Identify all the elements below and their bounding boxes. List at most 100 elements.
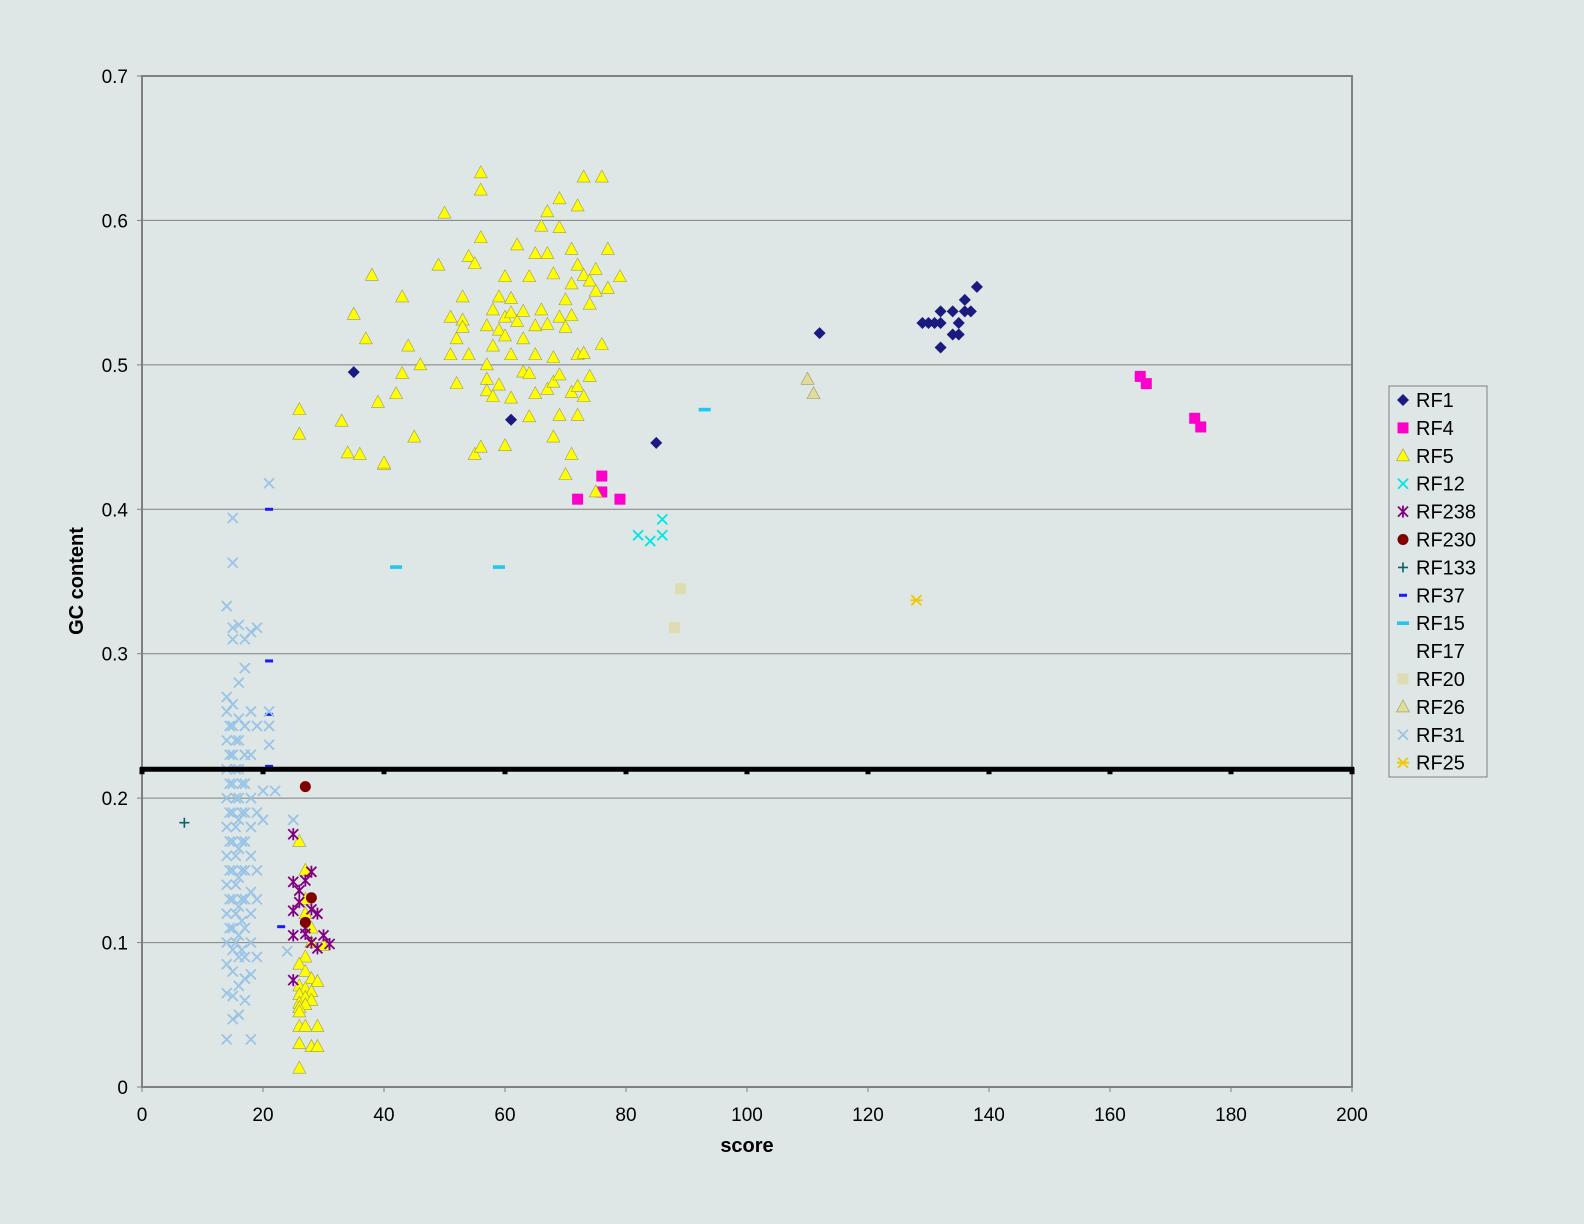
data-point: [952, 328, 965, 341]
data-point: [485, 302, 500, 316]
legend-item-rf17: RF17: [1416, 641, 1465, 663]
data-point: [570, 257, 585, 271]
data-point: [1140, 378, 1152, 390]
data-point: [558, 292, 573, 306]
threshold-tick: [381, 767, 387, 775]
data-point: [305, 892, 317, 904]
data-point: [224, 778, 236, 790]
data-point: [600, 241, 615, 255]
data-point: [546, 266, 561, 280]
legend-item-rf12: RF12: [1397, 474, 1465, 496]
x-axis-ticks: 0 20 40 60 80 100 120 140 160 180 200: [137, 1087, 1368, 1126]
series-rf230: [299, 781, 317, 928]
data-point: [946, 328, 959, 341]
data-point: [570, 378, 585, 392]
data-point: [245, 626, 257, 638]
data-point: [245, 968, 257, 980]
series-rf26: [800, 371, 821, 400]
legend-item-rf31: RF31: [1397, 725, 1465, 747]
data-point: [251, 864, 263, 876]
legend-label: RF37: [1416, 585, 1465, 607]
data-point: [576, 169, 591, 183]
x-tick-label: 80: [615, 1105, 636, 1126]
data-point: [964, 305, 977, 318]
data-point: [323, 938, 336, 951]
data-point: [588, 484, 603, 498]
data-point: [298, 949, 313, 963]
data-point: [230, 879, 242, 891]
y-tick-label: 0.2: [102, 789, 128, 810]
legend-item-rf238: RF238: [1397, 502, 1476, 524]
data-point: [504, 390, 519, 404]
data-point: [504, 305, 519, 319]
data-point: [564, 276, 579, 290]
data-point: [265, 712, 274, 716]
data-point: [497, 269, 513, 283]
data-point: [958, 305, 971, 318]
data-point: [934, 305, 947, 318]
data-point: [564, 308, 579, 322]
data-point: [233, 734, 245, 747]
y-tick-label: 0.3: [102, 645, 128, 666]
data-point: [292, 402, 307, 415]
y-tick-label: 0: [117, 1078, 128, 1099]
data-point: [305, 903, 318, 916]
data-point: [221, 821, 233, 833]
data-point: [504, 347, 519, 361]
data-point: [239, 922, 251, 934]
series-rf133: [179, 817, 190, 828]
threshold-tick: [986, 767, 992, 775]
legend-marker: [1397, 729, 1409, 741]
data-point: [522, 269, 537, 283]
legend-item-rf1: RF1: [1397, 390, 1454, 412]
data-point: [311, 942, 324, 955]
data-point: [600, 280, 615, 294]
legend-marker: [1397, 757, 1409, 769]
threshold-tick: [623, 767, 629, 775]
data-point: [552, 220, 567, 233]
data-point: [233, 792, 245, 804]
threshold-tick: [1349, 767, 1355, 775]
data-point: [179, 817, 190, 828]
data-point: [449, 331, 464, 345]
data-point: [352, 446, 367, 460]
data-point: [239, 835, 251, 848]
data-point: [934, 316, 947, 329]
legend-item-rf20: RF20: [1397, 669, 1465, 691]
data-point: [510, 237, 525, 251]
data-point: [230, 821, 242, 833]
data-point: [473, 230, 488, 244]
data-point: [952, 316, 965, 329]
x-tick-label: 160: [1094, 1105, 1126, 1126]
data-point: [376, 455, 392, 469]
legend-item-rf4: RF4: [1397, 418, 1454, 440]
data-point: [461, 347, 476, 361]
data-point: [510, 313, 525, 327]
data-point: [479, 318, 494, 332]
data-point: [227, 698, 239, 710]
legend-label: RF26: [1416, 697, 1465, 719]
legend: RF1 RF4 RF5 RF12 RF238 RF230 RF133 RF37 RF15 RF17…: [1388, 385, 1488, 778]
data-point: [528, 347, 543, 361]
data-point: [257, 814, 269, 826]
data-point: [1134, 370, 1146, 382]
data-point: [596, 470, 608, 482]
series-rf238: [287, 828, 336, 987]
data-point: [221, 792, 233, 804]
data-point: [236, 944, 248, 956]
data-point: [614, 493, 626, 505]
data-point: [245, 792, 257, 804]
data-point: [334, 413, 349, 427]
data-point: [395, 289, 410, 303]
legend-label: RF5: [1416, 446, 1454, 468]
data-point: [497, 438, 513, 452]
data-point: [461, 248, 476, 262]
legend-item-rf15: RF15: [1397, 613, 1465, 635]
data-point: [407, 429, 422, 443]
data-point: [813, 327, 826, 340]
data-point: [916, 316, 929, 329]
data-point: [227, 1013, 239, 1025]
data-point: [221, 1033, 233, 1045]
data-point: [800, 371, 815, 385]
data-point: [292, 1036, 307, 1049]
